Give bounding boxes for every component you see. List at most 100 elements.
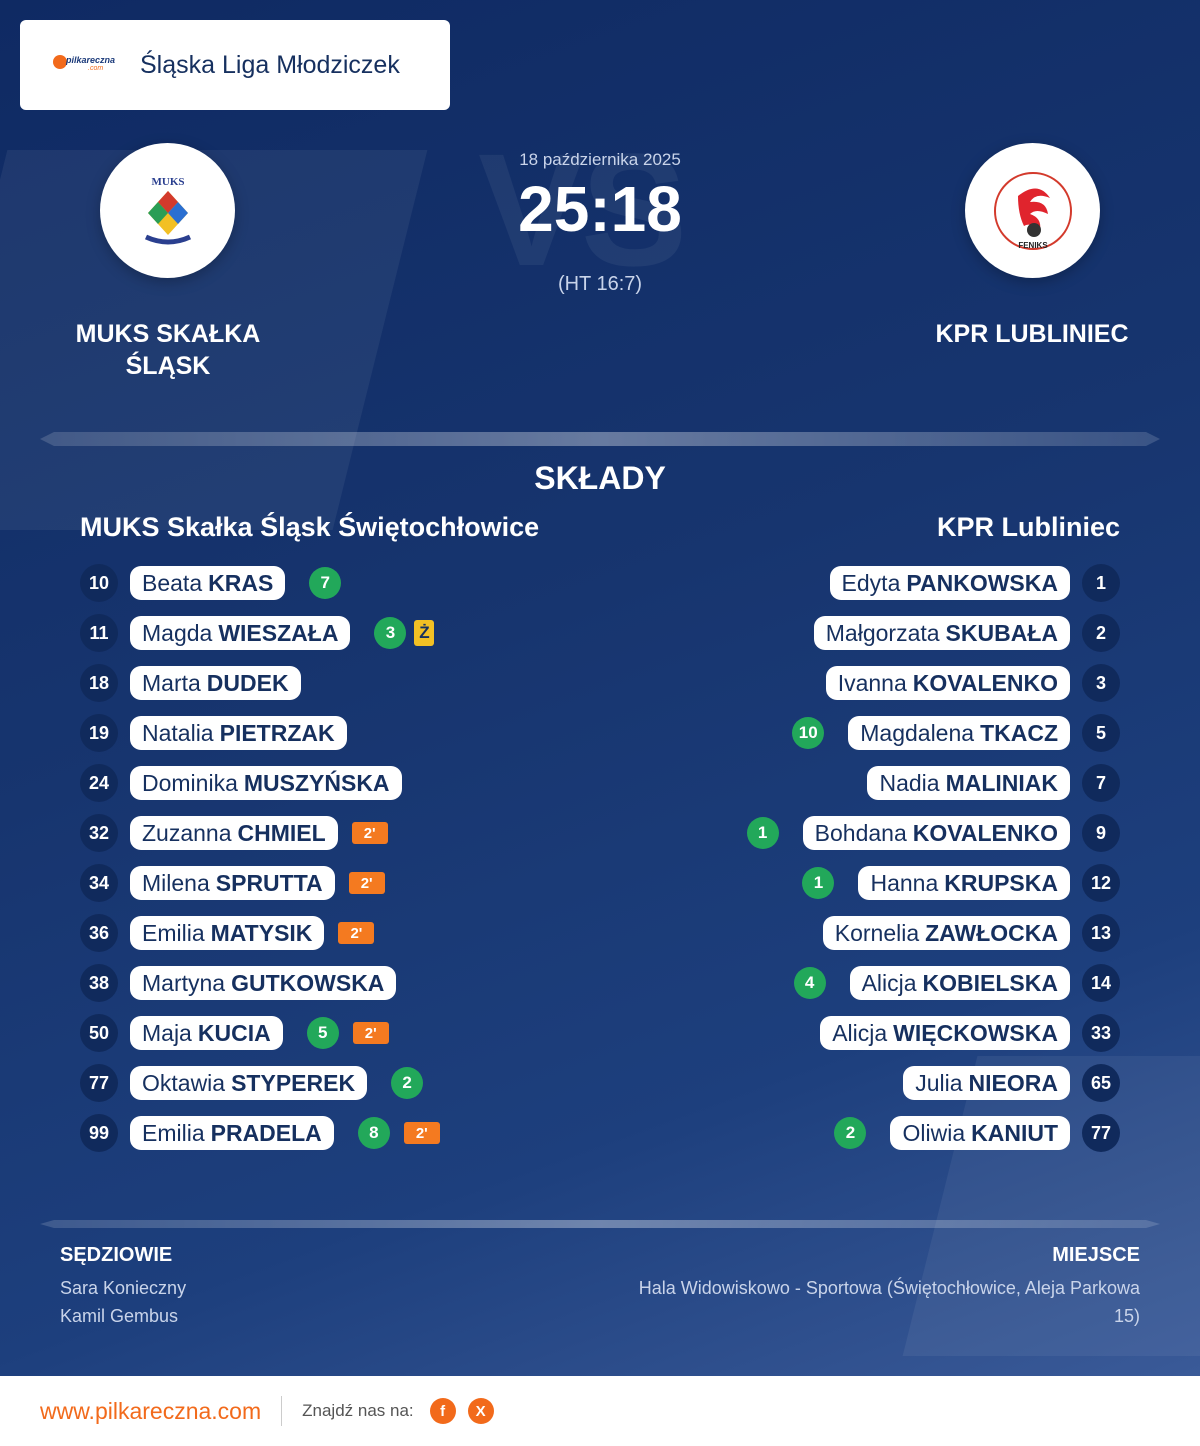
player-last-name: KRAS [208,569,274,596]
player-last-name: STYPEREK [231,1069,356,1096]
player-row: 10 Beata KRAS 7 [80,558,440,608]
player-first-name: Alicja [861,969,917,996]
player-number: 3 [1082,664,1120,702]
player-last-name: WIESZAŁA [218,619,339,646]
player-row: 32 Zuzanna CHMIEL 2' [80,808,440,858]
two-minute-badge: 2' [351,822,388,844]
player-number: 34 [80,864,118,902]
pilkareczna-logo: pilkareczna .com [50,50,120,80]
away-team-name: KPR LUBLINIEC [935,320,1129,348]
league-name: Śląska Liga Młodziczek [140,50,400,79]
player-last-name: KOVALENKO [912,819,1058,846]
match-date: 18 października 2025 [519,150,681,169]
player-row: 10 Magdalena TKACZ 5 [747,708,1120,758]
player-first-name: Oktawia [142,1069,226,1096]
player-name-pill: Beata KRAS [130,566,286,600]
player-row: 1 Bohdana KOVALENKO 9 [746,808,1120,858]
player-last-name: MUSZYŃSKA [243,769,390,796]
section-title: SKŁADY [534,460,666,496]
home-roster-title: MUKS Skałka Śląsk Świętochłowice [80,512,540,542]
player-name-pill: Dominika MUSZYŃSKA [130,766,402,800]
venue-label: MIEJSCE [1052,1244,1140,1266]
player-last-name: SPRUTTA [215,869,323,896]
player-last-name: CHMIEL [237,819,326,846]
player-first-name: Małgorzata [825,619,940,646]
player-number: 32 [80,814,118,852]
referee-name: Sara Konieczny [60,1278,187,1298]
divider [40,1220,1160,1228]
goals-badge: 2 [834,1117,867,1149]
player-last-name: TKACZ [980,719,1058,746]
player-last-name: GUTKOWSKA [231,969,385,996]
svg-text:FENIKS: FENIKS [1018,241,1048,250]
player-last-name: KOBIELSKA [922,969,1058,996]
two-minute-badge: 2' [352,1022,389,1044]
player-name-pill: Zuzanna CHMIEL [130,816,338,850]
divider [40,432,1160,446]
player-number: 24 [80,764,118,802]
goals-badge: 10 [792,717,825,749]
player-row: 34 Milena SPRUTTA 2' [80,858,440,908]
goals-badge: 8 [357,1117,390,1149]
player-last-name: WIĘCKOWSKA [893,1019,1058,1046]
player-first-name: Bohdana [814,819,907,846]
player-number: 77 [1082,1114,1120,1152]
player-last-name: KOVALENKO [912,669,1058,696]
player-first-name: Nadia [879,769,940,796]
find-us-label: Znajdź nas na: [302,1401,414,1420]
goals-badge: 1 [746,817,779,849]
player-number: 50 [80,1014,118,1052]
player-number: 7 [1082,764,1120,802]
player-name-pill: Emilia MATYSIK [130,916,325,950]
player-name-pill: Bohdana KOVALENKO [802,816,1070,850]
two-minute-badge: 2' [403,1122,440,1144]
player-number: 10 [80,564,118,602]
player-first-name: Natalia [142,719,214,746]
facebook-icon[interactable]: f [429,1398,456,1424]
player-first-name: Edyta [841,569,901,596]
goals-badge: 5 [306,1017,339,1049]
referee-name: Kamil Gembus [60,1306,179,1326]
referees-list: Sara Konieczny Kamil Gembus [60,1274,186,1330]
player-name-pill: Edyta PANKOWSKA [829,566,1070,600]
player-first-name: Milena [142,869,210,896]
player-number: 38 [80,964,118,1002]
player-row: 36 Emilia MATYSIK 2' [80,908,440,958]
player-name-pill: Milena SPRUTTA [130,866,335,900]
player-row: 99 Emilia PRADELA 8 2' [80,1108,440,1158]
player-name-pill: Małgorzata SKUBAŁA [813,616,1070,650]
home-team-crest: MUKS [100,143,235,278]
match-card: VS pilkareczna .com Śląska Liga Młodzicz… [0,0,1200,1376]
x-icon[interactable]: X [467,1398,494,1424]
player-row: Ivanna KOVALENKO 3 [747,658,1120,708]
player-first-name: Emilia [142,1119,205,1146]
player-last-name: KUCIA [197,1019,271,1046]
venue-name: Hala Widowiskowo - Sportowa (Świętochłow… [638,1278,1140,1326]
goals-badge: 1 [802,867,835,899]
player-row: 19 Natalia PIETRZAK [80,708,440,758]
player-name-pill: Ivanna KOVALENKO [825,666,1070,700]
player-first-name: Ivanna [837,669,907,696]
player-first-name: Emilia [142,919,205,946]
player-number: 18 [80,664,118,702]
goals-badge: 3 [374,617,407,649]
player-last-name: SKUBAŁA [945,619,1058,646]
player-last-name: KRUPSKA [944,869,1058,896]
logo-subtext: .com [88,65,104,72]
player-last-name: PIETRZAK [219,719,335,746]
website-link[interactable]: www.pilkareczna.com [40,1397,262,1424]
player-name-pill: Alicja KOBIELSKA [849,966,1070,1000]
player-name-pill: Magdalena TKACZ [848,716,1070,750]
player-row: Julia NIEORA 65 [747,1058,1120,1108]
player-number: 36 [80,914,118,952]
away-roster: Edyta PANKOWSKA 1 Małgorzata SKUBAŁA 2 Ivanna K… [746,558,1120,1158]
player-number: 13 [1082,914,1120,952]
player-number: 5 [1082,714,1120,752]
player-first-name: Oliwia [902,1119,966,1146]
player-name-pill: Martyna GUTKOWSKA [130,966,397,1000]
player-last-name: ZAWŁOCKA [925,919,1058,946]
player-row: Małgorzata SKUBAŁA 2 [747,608,1120,658]
player-first-name: Zuzanna [142,819,232,846]
player-number: 1 [1082,564,1120,602]
yellow-card-badge: Ż [414,620,435,646]
